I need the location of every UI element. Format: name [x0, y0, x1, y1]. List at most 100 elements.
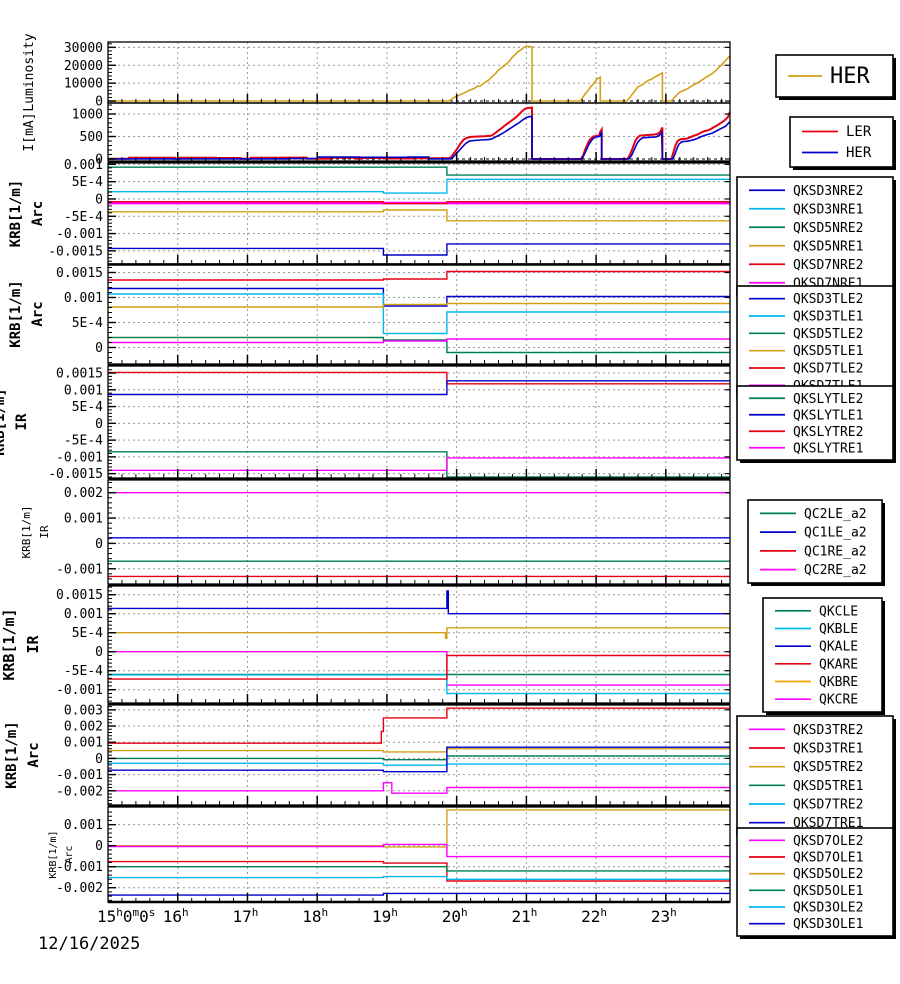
series-QKSD3NRE1: [108, 178, 730, 194]
series-QKSD7NRE2: [108, 201, 730, 205]
legend-label: QKBLE: [819, 622, 858, 637]
ytick-label: 10000: [64, 77, 103, 92]
series-QKSD3OLE2: [108, 875, 730, 880]
ytick-label: -0.001: [56, 227, 103, 242]
legend-label: QKSD5OLE1: [793, 884, 863, 899]
series-QKBRE: [108, 627, 730, 640]
ytick-label: 30000: [64, 41, 103, 56]
panel-ylabel: Luminosity: [22, 33, 37, 111]
legend-label: QKSD5TRE2: [793, 760, 863, 775]
legend-label: QKALE: [819, 640, 858, 655]
legend-label: QKSD7TLE2: [793, 362, 863, 377]
xtick-label: 19h: [372, 906, 398, 926]
legend-label: QC1LE_a2: [804, 526, 867, 541]
panel-krb-arc-tle: 0.0015 0.001 5E-4 0 KRB[1/m] Arc: [8, 263, 731, 365]
ytick-label: 0.001: [64, 736, 103, 751]
panel-ylabel: IR: [24, 635, 42, 654]
ytick-label: 0: [95, 192, 103, 207]
ytick-label: 0.002: [64, 720, 103, 735]
legend-label: HER: [830, 64, 870, 89]
series-QKSD5TLE1: [108, 302, 730, 308]
legend-frame: [736, 715, 894, 837]
legend-frame: [762, 597, 883, 713]
xtick-label: 22h: [581, 906, 607, 926]
series-QKSD5OLE2: [108, 809, 730, 848]
x-axis-labels: 15h​0m​0s​ 16h 17h 18h 19h 20h 21h 22h 23h: [97, 906, 677, 926]
legend-label: QKSD5TRE1: [793, 779, 863, 794]
legend-label: QKBRE: [819, 675, 858, 690]
panel-ylabel: I[mA]: [22, 112, 37, 151]
legend-label: QKSLYTRE1: [793, 441, 863, 456]
ytick-label: 0.001: [64, 291, 103, 306]
ytick-label: -0.0015: [48, 244, 103, 259]
panel-ylabel: Arc: [30, 201, 46, 226]
ytick-label: -0.002: [56, 784, 103, 799]
panel-krb-ir-qk: 0.0015 0.001 5E-4 0 -5E-4 -0.001 KRB[1/m] IR: [0, 585, 731, 704]
series-QKSD7TLE2: [108, 270, 730, 281]
ytick-label: 5E-4: [72, 175, 103, 190]
legend-box-4: QKSD3TLE2 QKSD3TLE1 QKSD5TLE2 QKSD5TLE1 QKSD…: [736, 285, 896, 401]
panel-ylabel: KRB[1/m]: [20, 506, 33, 559]
series-QKARE: [108, 654, 730, 680]
ytick-label: -0.001: [56, 450, 103, 465]
ytick-label: -5E-4: [64, 434, 103, 449]
series-QKSD3TLE2: [108, 287, 730, 307]
legend-box-2: LER HER: [789, 116, 896, 170]
legend-label: QKSD7NRE2: [793, 258, 863, 273]
series-QKSD5TRE1: [108, 755, 730, 761]
ytick-label: 5E-4: [72, 316, 103, 331]
legend-label: QKSD5NRE1: [793, 239, 863, 254]
series-QKBLE: [108, 674, 730, 695]
ytick-label: -5E-4: [64, 664, 103, 679]
legend-frame: [736, 827, 894, 937]
legend-label: QKSD3NRE2: [793, 184, 863, 199]
panel-ylabel: KRB[1/m]: [4, 721, 20, 788]
series-QKSD5NRE1: [108, 209, 730, 222]
series-QKSD3OLE1: [108, 892, 730, 896]
legend-label: QKSD3TLE2: [793, 292, 863, 307]
series-QKSLYTRE1: [108, 457, 730, 471]
ytick-label: 0: [95, 537, 103, 552]
series-HER: [108, 115, 731, 160]
legend-label: QKSD3OLE2: [793, 901, 863, 916]
panel-ylabel: Arc: [26, 742, 42, 767]
legend-label: QKSLYTLE2: [793, 392, 863, 407]
legend-label: QC2RE_a2: [804, 563, 867, 578]
series-QKSD7TLE1: [108, 338, 730, 344]
panel-ylabel: Arc: [64, 845, 75, 863]
legend-label: QKSLYTLE1: [793, 408, 863, 423]
ytick-label: 0: [95, 645, 103, 660]
legend-label: QKSD3TLE1: [793, 310, 863, 325]
legend-box-8: QKSD3TRE2 QKSD3TRE1 QKSD5TRE2 QKSD5TRE1 QKSD…: [736, 715, 896, 839]
legend-label: QKSD5TLE1: [793, 344, 863, 359]
ytick-label: 5E-4: [72, 400, 103, 415]
legend-label: QKSLYTRE2: [793, 425, 863, 440]
ytick-label: 0.002: [64, 486, 103, 501]
ytick-label: -0.001: [56, 562, 103, 577]
legend-label: QKSD3TRE2: [793, 723, 863, 738]
panel-luminosity: 30000 20000 10000 0 Luminosity: [22, 33, 731, 112]
panel-ylabel: KRB[1/m]: [8, 180, 24, 247]
ytick-label: 0.0015: [56, 367, 103, 382]
legend-label: QC1RE_a2: [804, 544, 867, 559]
series-QKSLYTLE1: [108, 380, 730, 396]
series-QKSD3NRE2: [108, 243, 730, 256]
xtick-label: 20h: [442, 906, 468, 926]
panel-ylabel: IR: [38, 525, 51, 539]
legend-label: QC2LE_a2: [804, 507, 867, 522]
ytick-label: -0.001: [56, 860, 103, 875]
legend-label: QKARE: [819, 657, 858, 672]
ytick-label: 20000: [64, 59, 103, 74]
ytick-label: 500: [80, 130, 103, 145]
ytick-label: 5E-4: [72, 626, 103, 641]
ytick-label: 0.003: [64, 703, 103, 718]
ytick-label: 0: [95, 752, 103, 767]
series-QKSD7OLE1: [108, 860, 730, 882]
series-QKALE: [108, 590, 730, 615]
ytick-label: 1000: [72, 108, 103, 123]
